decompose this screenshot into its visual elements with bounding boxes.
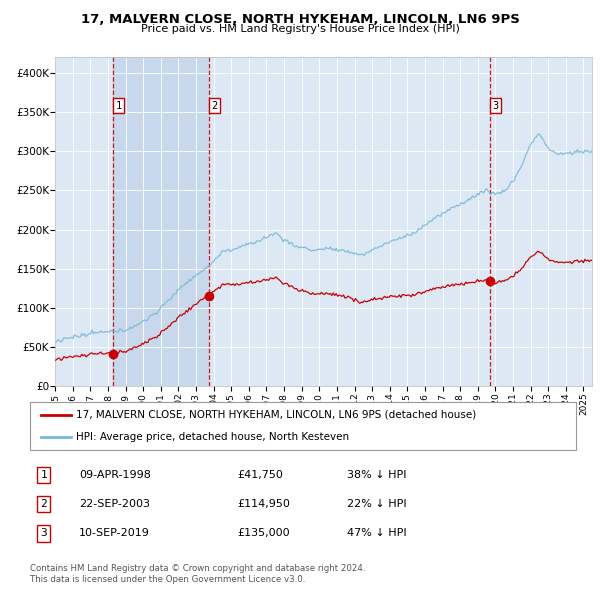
Text: 3: 3	[40, 529, 47, 539]
Text: 2: 2	[211, 101, 218, 111]
FancyBboxPatch shape	[30, 402, 576, 450]
Bar	[55, 57, 113, 386]
Text: Contains HM Land Registry data © Crown copyright and database right 2024.: Contains HM Land Registry data © Crown c…	[30, 564, 365, 573]
Text: £135,000: £135,000	[238, 529, 290, 539]
Text: 1: 1	[40, 470, 47, 480]
Text: 22% ↓ HPI: 22% ↓ HPI	[347, 499, 406, 509]
Text: 2: 2	[40, 499, 47, 509]
Text: 47% ↓ HPI: 47% ↓ HPI	[347, 529, 406, 539]
Text: £41,750: £41,750	[238, 470, 283, 480]
Text: 17, MALVERN CLOSE, NORTH HYKEHAM, LINCOLN, LN6 9PS: 17, MALVERN CLOSE, NORTH HYKEHAM, LINCOL…	[80, 13, 520, 26]
Text: 09-APR-1998: 09-APR-1998	[79, 470, 151, 480]
Text: HPI: Average price, detached house, North Kesteven: HPI: Average price, detached house, Nort…	[76, 432, 350, 442]
Bar	[113, 57, 209, 386]
Text: £114,950: £114,950	[238, 499, 290, 509]
Text: 38% ↓ HPI: 38% ↓ HPI	[347, 470, 406, 480]
Text: Price paid vs. HM Land Registry's House Price Index (HPI): Price paid vs. HM Land Registry's House …	[140, 24, 460, 34]
Text: 17, MALVERN CLOSE, NORTH HYKEHAM, LINCOLN, LN6 9PS (detached house): 17, MALVERN CLOSE, NORTH HYKEHAM, LINCOL…	[76, 410, 476, 420]
Bar	[209, 57, 592, 386]
Text: 1: 1	[115, 101, 122, 111]
Text: 22-SEP-2003: 22-SEP-2003	[79, 499, 150, 509]
Text: 10-SEP-2019: 10-SEP-2019	[79, 529, 150, 539]
Text: This data is licensed under the Open Government Licence v3.0.: This data is licensed under the Open Gov…	[30, 575, 305, 584]
Text: 3: 3	[493, 101, 499, 111]
